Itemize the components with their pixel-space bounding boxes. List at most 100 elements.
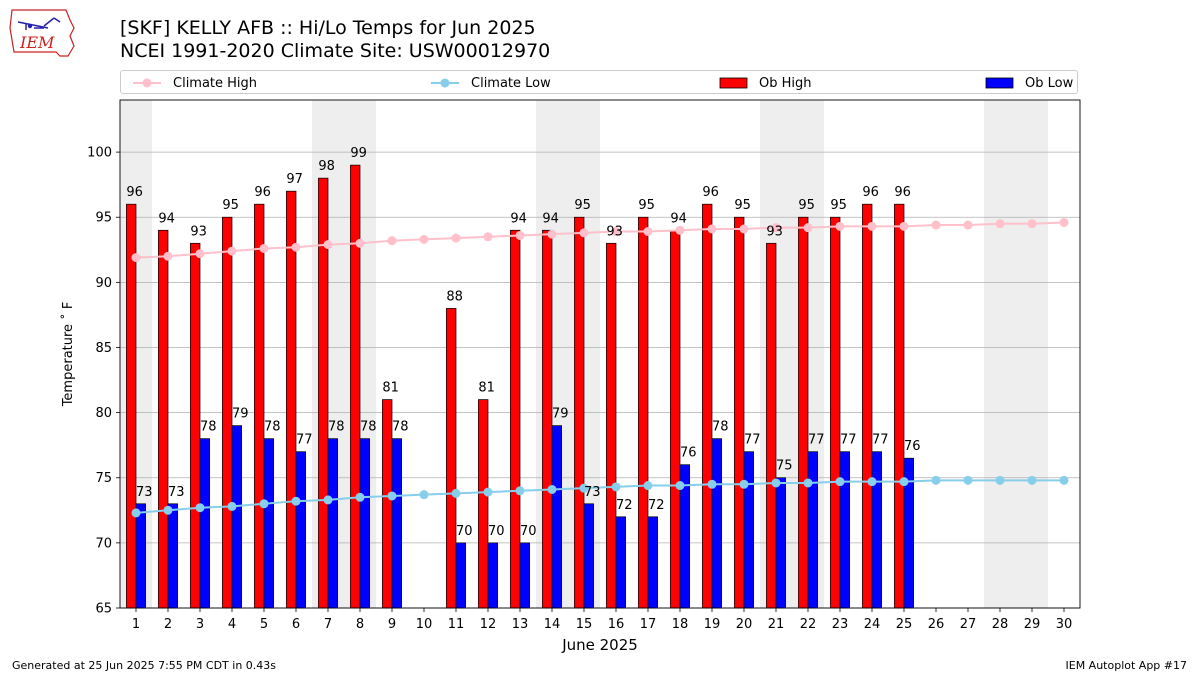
ob-low-value-label: 73 (168, 485, 185, 500)
x-tick-label: 1 (132, 617, 140, 632)
climate-low-point (131, 508, 141, 518)
legend-climate-low: Climate Low (429, 74, 551, 92)
ob-high-value-label: 95 (798, 198, 815, 213)
ob-high-value-label: 94 (670, 211, 687, 226)
ob-low-value-label: 72 (648, 498, 665, 513)
ob-high-value-label: 81 (478, 381, 495, 396)
x-tick-label: 14 (544, 617, 561, 632)
ob-high-value-label: 88 (446, 289, 463, 304)
climate-high-point (291, 242, 301, 252)
x-tick-label: 28 (992, 617, 1009, 632)
ob-high-bar (670, 229, 681, 609)
weekend-band (984, 100, 1016, 608)
x-tick-label: 6 (292, 617, 300, 632)
x-tick-label: 20 (736, 617, 753, 632)
chart-legend: Climate High Climate Low Ob High Ob Low (120, 70, 1078, 94)
plot-frame (119, 99, 1081, 609)
ob-low-bar (807, 451, 818, 609)
ob-high-value-label: 96 (702, 185, 719, 200)
climate-low-point (483, 487, 493, 497)
weekend-band (1016, 100, 1048, 608)
ob-high-value-label: 93 (606, 224, 623, 239)
climate-low-point (515, 486, 525, 496)
climate-low-point (419, 490, 429, 500)
legend-ob-high: Ob High (719, 74, 812, 92)
ob-high-value-label: 93 (766, 224, 783, 239)
ob-high-value-label: 96 (894, 185, 911, 200)
climate-low-point (227, 501, 237, 511)
legend-ob-high-label: Ob High (759, 75, 812, 91)
climate-high-line (135, 221, 1065, 259)
ob-low-value-label: 78 (712, 420, 729, 435)
x-tick-label: 21 (768, 617, 785, 632)
footer-generated: Generated at 25 Jun 2025 7:55 PM CDT in … (12, 659, 277, 672)
legend-ob-low: Ob Low (985, 74, 1073, 92)
y-tick-label: 75 (95, 471, 112, 486)
ob-low-value-label: 78 (328, 420, 345, 435)
ob-high-value-label: 95 (830, 198, 847, 213)
climate-high-point (931, 220, 941, 230)
x-tick-label: 15 (576, 617, 593, 632)
ob-low-bar (263, 438, 274, 609)
climate-low-point (643, 481, 653, 491)
climate-low-point (355, 492, 365, 502)
climate-high-point (483, 232, 493, 242)
ob-low-bar (743, 451, 754, 609)
legend-climate-low-label: Climate Low (471, 75, 551, 91)
ob-high-value-label: 94 (158, 211, 175, 226)
climate-high-point (835, 221, 845, 231)
ob-high-bar (158, 229, 169, 609)
ob-low-value-label: 77 (872, 433, 889, 448)
ob-low-value-label: 78 (392, 420, 409, 435)
climate-low-point (547, 484, 557, 494)
climate-low-point (739, 479, 749, 489)
climate-low-point (451, 488, 461, 498)
x-tick-label: 5 (260, 617, 268, 632)
ob-low-bar (583, 503, 594, 609)
ob-low-value-label: 75 (776, 459, 793, 474)
ob-high-bar (222, 216, 233, 609)
y-tick-label: 65 (95, 602, 112, 617)
climate-high-point (611, 227, 621, 237)
ob-high-bar (542, 229, 553, 609)
climate-high-point (867, 221, 877, 231)
climate-high-point (419, 234, 429, 244)
ob-low-bar (199, 438, 210, 609)
ob-high-bar (446, 308, 457, 609)
climate-low-point (163, 505, 173, 515)
climate-low-point (867, 477, 877, 487)
climate-high-point (515, 230, 525, 240)
ob-high-bar (734, 216, 745, 609)
ob-high-bar (606, 242, 617, 609)
ob-low-value-label: 70 (520, 524, 537, 539)
ob-high-value-label: 96 (862, 185, 879, 200)
ob-low-value-label: 77 (808, 433, 825, 448)
x-tick-label: 12 (480, 617, 497, 632)
ob-low-bar (775, 477, 786, 609)
legend-climate-high-label: Climate High (173, 75, 258, 91)
climate-low-point (291, 496, 301, 506)
ob-low-bar (487, 542, 498, 609)
climate-low-point (579, 483, 589, 493)
x-tick-label: 3 (196, 617, 204, 632)
iem-logo: IEM (9, 9, 75, 57)
ob-high-value-label: 81 (382, 381, 399, 396)
ob-low-bar (359, 438, 370, 609)
climate-low-point (835, 477, 845, 487)
ob-high-value-label: 96 (126, 185, 143, 200)
ob-low-bar (231, 425, 242, 609)
climate-high-point (1059, 217, 1069, 227)
ob-high-bar (190, 242, 201, 609)
ob-high-value-label: 96 (254, 185, 271, 200)
climate-high-point (643, 227, 653, 237)
x-tick-label: 24 (864, 617, 881, 632)
ob-low-value-label: 70 (488, 524, 505, 539)
ob-high-value-label: 95 (638, 198, 655, 213)
ob-low-bar (519, 542, 530, 609)
climate-high-point (1027, 219, 1037, 229)
climate-high-point (963, 220, 973, 230)
climate-high-point (323, 240, 333, 250)
ob-low-value-label: 77 (296, 433, 313, 448)
ob-high-bar (894, 203, 905, 609)
